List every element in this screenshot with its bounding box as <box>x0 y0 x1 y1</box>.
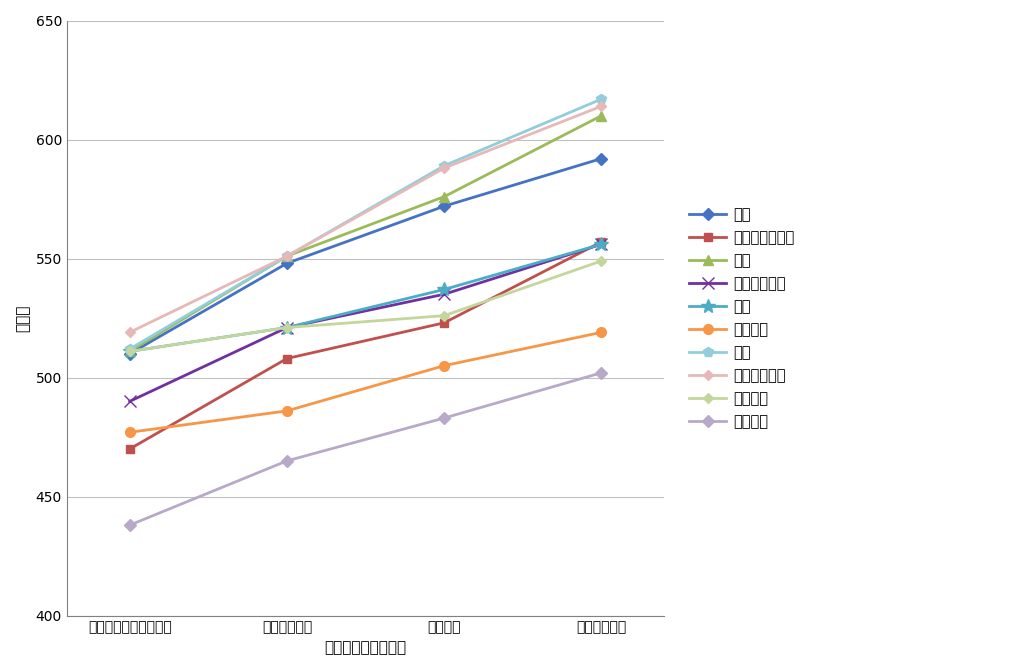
Line: イタリア: イタリア <box>125 328 606 437</box>
台湾 <box>281 252 293 260</box>
日本 <box>595 155 607 163</box>
Legend: 日本, オーストラリア, 台湾, イングランド, 香港, イタリア, 韓国, シンガポール, アメリカ, 国際平均: 日本, オーストラリア, 台湾, イングランド, 香港, イタリア, 韓国, シ… <box>684 201 801 435</box>
国際平均 <box>595 369 607 377</box>
韓国 <box>124 345 136 353</box>
Line: 台湾: 台湾 <box>125 111 606 356</box>
イタリア <box>595 328 607 336</box>
Line: イングランド: イングランド <box>124 239 607 407</box>
国際平均 <box>281 457 293 465</box>
日本 <box>281 259 293 267</box>
韓国 <box>595 95 607 103</box>
日本 <box>438 202 451 210</box>
オーストラリア <box>281 354 293 362</box>
韓国 <box>281 252 293 260</box>
アメリカ <box>124 347 136 355</box>
Line: オーストラリア: オーストラリア <box>126 238 605 453</box>
オーストラリア <box>124 445 136 453</box>
Line: シンガポール: シンガポール <box>126 103 605 336</box>
台湾 <box>124 347 136 355</box>
イタリア <box>438 362 451 370</box>
国際平均 <box>124 521 136 529</box>
イタリア <box>124 428 136 436</box>
韓国 <box>438 161 451 170</box>
シンガポール <box>438 164 451 172</box>
Line: 韓国: 韓国 <box>125 94 606 354</box>
イングランド <box>595 241 607 249</box>
国際平均 <box>438 414 451 422</box>
シンガポール <box>281 252 293 260</box>
香港 <box>281 324 293 332</box>
Line: 日本: 日本 <box>126 154 605 358</box>
イングランド <box>281 324 293 332</box>
イングランド <box>124 397 136 405</box>
香港 <box>595 241 607 249</box>
オーストラリア <box>595 238 607 246</box>
台湾 <box>595 112 607 120</box>
香港 <box>438 285 451 293</box>
Line: 香港: 香港 <box>123 237 608 358</box>
台湾 <box>438 192 451 200</box>
日本 <box>124 350 136 358</box>
アメリカ <box>595 257 607 265</box>
Line: 国際平均: 国際平均 <box>126 369 605 529</box>
香港 <box>124 347 136 355</box>
X-axis label: 私は、理科が好きだ: 私は、理科が好きだ <box>325 640 407 655</box>
オーストラリア <box>438 319 451 327</box>
シンガポール <box>595 102 607 110</box>
Line: アメリカ: アメリカ <box>126 257 605 355</box>
アメリカ <box>281 324 293 332</box>
アメリカ <box>438 312 451 320</box>
イングランド <box>438 290 451 298</box>
Y-axis label: 平均点: 平均点 <box>15 304 30 332</box>
イタリア <box>281 407 293 415</box>
シンガポール <box>124 328 136 336</box>
